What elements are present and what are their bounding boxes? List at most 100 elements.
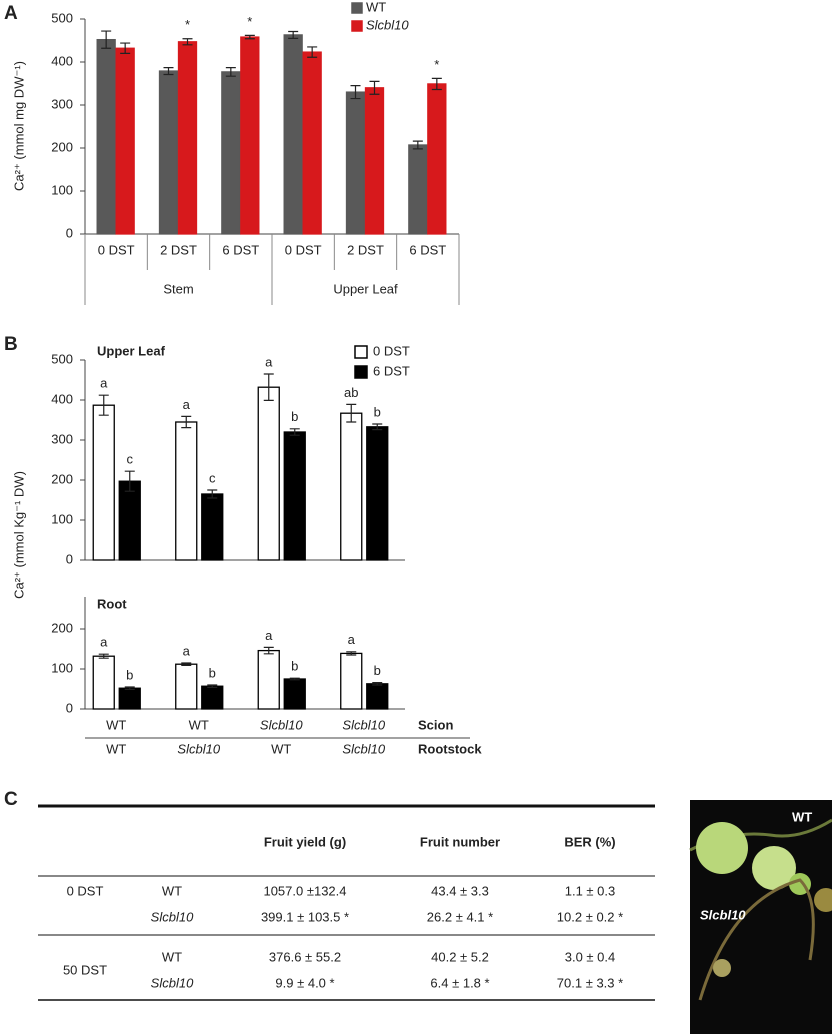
- bar: [340, 412, 363, 561]
- legend-label: WT: [366, 0, 386, 14]
- bar: [201, 685, 224, 710]
- y-tick-label: 0: [66, 700, 73, 715]
- y-tick-label: 300: [51, 431, 73, 446]
- column-header: Fruit yield (g): [264, 834, 346, 849]
- error-bar: [372, 423, 383, 431]
- error-bar: [289, 428, 300, 436]
- error-bar: [98, 394, 109, 416]
- bar: [366, 426, 389, 561]
- row-genotype: WT: [162, 949, 182, 964]
- panel-label: A: [4, 3, 18, 24]
- x-tick-label: 0 DST: [285, 242, 322, 257]
- table-cell: 399.1 ± 103.5 *: [261, 909, 349, 924]
- bar: [175, 663, 198, 710]
- bar: [257, 386, 280, 561]
- x-tick-label: WT: [106, 741, 126, 756]
- y-axis-label: Ca²⁺ (mmol Kg⁻¹ DW): [11, 471, 26, 599]
- bar: [366, 683, 389, 710]
- y-tick-label: 300: [51, 96, 73, 111]
- error-bar: [288, 30, 299, 39]
- bar: [340, 652, 363, 710]
- y-axis-label: Ca²⁺ (mmol mg DW⁻¹): [11, 61, 26, 191]
- error-bar: [244, 34, 255, 40]
- bar: [408, 144, 428, 235]
- bar: [240, 36, 260, 235]
- bar: [115, 47, 135, 235]
- error-bar: [124, 470, 135, 492]
- table-cell: 43.4 ± 3.3: [431, 883, 489, 898]
- annotation: a: [100, 376, 108, 391]
- y-tick-label: 500: [51, 10, 73, 25]
- legend-swatch: [351, 2, 363, 14]
- bar: [92, 655, 115, 710]
- annotation: b: [126, 667, 133, 682]
- annotation: ab: [344, 385, 358, 400]
- error-bar: [181, 415, 192, 429]
- legend-label: Slcbl10: [366, 17, 409, 32]
- row-genotype: Slcbl10: [151, 909, 194, 924]
- legend-label: 0 DST: [373, 343, 410, 358]
- bar: [302, 51, 322, 235]
- error-bar: [412, 140, 423, 150]
- x-tick-label: Slcbl10: [260, 717, 303, 732]
- column-header: BER (%): [564, 834, 615, 849]
- error-bar: [350, 85, 361, 100]
- row-label: Scion: [418, 717, 453, 732]
- y-tick-label: 100: [51, 660, 73, 675]
- error-bar: [225, 66, 236, 77]
- bar: [118, 687, 141, 710]
- row-label: Rootstock: [418, 741, 482, 756]
- photo-label: WT: [792, 809, 812, 824]
- error-bar: [98, 653, 109, 659]
- y-tick-label: 100: [51, 511, 73, 526]
- bar: [283, 34, 303, 235]
- annotation: *: [185, 17, 190, 32]
- table-cell: 1057.0 ±132.4: [263, 883, 346, 898]
- annotation: *: [434, 57, 439, 72]
- x-tick-label: 0 DST: [98, 242, 135, 257]
- bar: [158, 70, 179, 235]
- table-cell: 70.1 ± 3.3 *: [557, 975, 623, 990]
- error-bar: [207, 489, 218, 499]
- y-tick-label: 0: [66, 551, 73, 566]
- bar: [345, 91, 366, 235]
- row-genotype: Slcbl10: [151, 975, 194, 990]
- x-tick-label: WT: [106, 717, 126, 732]
- table-cell: 3.0 ± 0.4: [565, 949, 616, 964]
- legend-swatch: [354, 345, 368, 359]
- error-bar: [263, 373, 274, 401]
- annotation: a: [183, 397, 191, 412]
- bar: [177, 41, 198, 235]
- x-tick-label: Slcbl10: [177, 741, 220, 756]
- error-bar: [163, 66, 174, 76]
- row-genotype: WT: [162, 883, 182, 898]
- bar: [221, 71, 241, 235]
- y-tick-label: 500: [51, 351, 73, 366]
- error-bar: [346, 651, 357, 656]
- error-bar: [346, 403, 357, 423]
- annotation: c: [127, 452, 134, 467]
- annotation: b: [291, 409, 298, 424]
- x-tick-label: Slcbl10: [342, 741, 385, 756]
- annotation: a: [265, 628, 273, 643]
- annotation: b: [374, 404, 381, 419]
- annotation: b: [291, 659, 298, 674]
- row-condition: 0 DST: [67, 883, 104, 898]
- photo-label: Slcbl10: [700, 907, 746, 922]
- error-bar: [120, 42, 131, 54]
- panel-label: B: [4, 334, 18, 355]
- x-tick-label: WT: [189, 717, 209, 732]
- bar: [118, 480, 141, 561]
- error-bar: [307, 46, 318, 58]
- legend-swatch: [354, 365, 368, 379]
- bar: [257, 649, 280, 710]
- error-bar: [181, 662, 192, 666]
- panel-label: C: [4, 789, 18, 810]
- annotation: a: [348, 632, 356, 647]
- row-condition: 50 DST: [63, 962, 107, 977]
- bar: [283, 431, 306, 561]
- chart-title: Root: [97, 596, 127, 611]
- annotation: b: [209, 665, 216, 680]
- error-bar: [182, 38, 193, 46]
